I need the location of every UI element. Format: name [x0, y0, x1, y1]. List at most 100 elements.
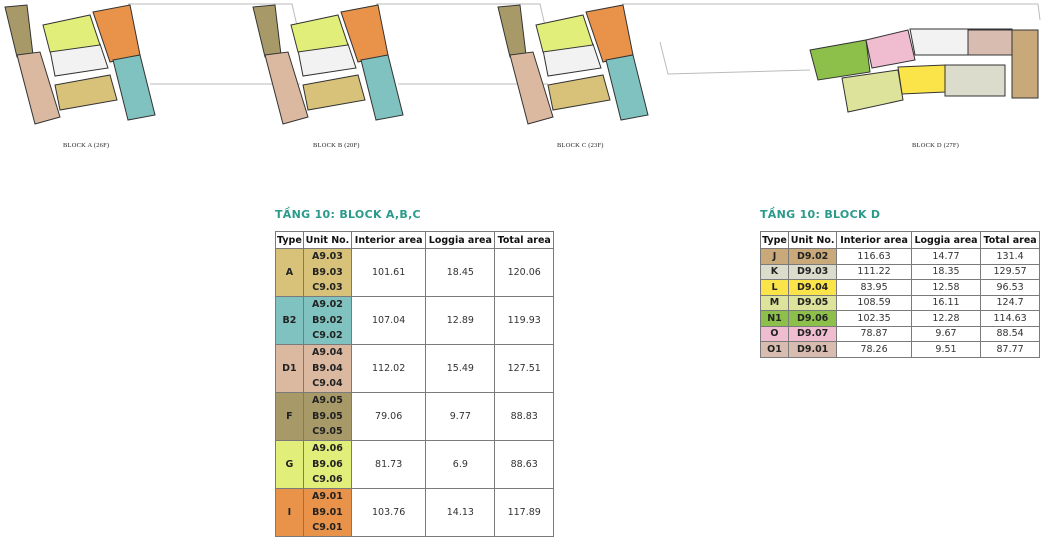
column-header: Unit No. [302, 231, 353, 249]
table-row: B2 A9.02 B9.02 C9.02 107.04 12.89 119.93 [275, 296, 554, 345]
unit-cell: D9.05 [787, 294, 838, 311]
unit-o [865, 29, 916, 69]
interior-area-cell: 116.63 [836, 248, 912, 265]
unit-number: C9.05 [312, 426, 343, 438]
unit-number: B9.02 [312, 314, 343, 326]
unit-f [497, 4, 527, 58]
connector-line [622, 3, 1041, 21]
unit-n1 [809, 39, 871, 81]
total-area-cell: 131.4 [980, 248, 1040, 265]
interior-area-cell: 102.35 [836, 310, 912, 327]
type-cell: G [275, 440, 304, 489]
interior-area-cell: 78.26 [836, 341, 912, 358]
column-header: Interior area [836, 231, 912, 249]
total-area-cell: 87.77 [980, 341, 1040, 358]
loggia-area-cell: 9.77 [425, 392, 496, 441]
column-header: Loggia area [425, 231, 496, 249]
unit-number: A9.05 [312, 395, 343, 407]
unit-number: C9.03 [312, 282, 343, 294]
type-cell: A [275, 248, 304, 297]
unit-f [252, 4, 282, 58]
total-area-cell: 117.89 [494, 488, 554, 537]
type-cell: F [275, 392, 304, 441]
unit-g [290, 14, 349, 53]
interior-area-cell: 101.61 [351, 248, 427, 297]
unit-number: A9.02 [312, 299, 343, 311]
connector-line [128, 3, 299, 31]
block-b-label: BLOCK B (20F) [313, 142, 360, 149]
unit-number: B9.05 [312, 410, 343, 422]
unit-number: C9.06 [312, 474, 343, 486]
type-cell: O [760, 325, 789, 342]
unit-f [4, 4, 34, 58]
unit-number: B9.01 [312, 506, 343, 518]
unit-g [535, 14, 594, 53]
unit-cell: A9.01 B9.01 C9.01 [302, 488, 353, 537]
type-cell: I [275, 488, 304, 537]
unit-cell: A9.02 B9.02 C9.02 [302, 296, 353, 345]
interior-area-cell: 108.59 [836, 294, 912, 311]
loggia-area-cell: 14.13 [425, 488, 496, 537]
unit-cell: A9.06 B9.06 C9.06 [302, 440, 353, 489]
total-area-cell: 114.63 [980, 310, 1040, 327]
total-area-cell: 124.7 [980, 294, 1040, 311]
table-abc-title: TẦNG 10: BLOCK A,B,C [275, 208, 421, 221]
loggia-area-cell: 16.11 [910, 294, 982, 311]
floor-plans [4, 3, 1041, 125]
table-d-title: TẦNG 10: BLOCK D [760, 208, 881, 221]
table-row: A A9.03 B9.03 C9.03 101.61 18.45 120.06 [275, 248, 554, 297]
total-area-cell: 119.93 [494, 296, 554, 345]
total-area-cell: 96.53 [980, 279, 1040, 296]
column-header: Type [760, 231, 789, 249]
unit-area-table-abc: Type Unit No. Interior area Loggia area Tota… [275, 231, 554, 537]
table-row: L D9.04 83.95 12.58 96.53 [760, 279, 1040, 296]
unit-cell: D9.06 [787, 310, 838, 327]
unit-m [841, 69, 904, 113]
type-cell: B2 [275, 296, 304, 345]
loggia-area-cell: 6.9 [425, 440, 496, 489]
unit-b2 [112, 54, 156, 121]
interior-area-cell: 83.95 [836, 279, 912, 296]
unit-number: C9.02 [312, 330, 343, 342]
interior-area-cell: 107.04 [351, 296, 427, 345]
unit-j [1011, 29, 1039, 99]
unit-number: B9.03 [312, 266, 343, 278]
unit-cell: A9.05 B9.05 C9.05 [302, 392, 353, 441]
interior-area-cell: 112.02 [351, 344, 427, 393]
type-cell: K [760, 263, 789, 280]
unit-area-table-d: Type Unit No. Interior area Loggia area Tota… [760, 231, 1040, 358]
table-row: F A9.05 B9.05 C9.05 79.06 9.77 88.83 [275, 392, 554, 441]
unit-cell: D9.03 [787, 263, 838, 280]
connector-line [659, 41, 811, 75]
total-area-cell: 88.63 [494, 440, 554, 489]
column-header: Loggia area [910, 231, 982, 249]
type-cell: O1 [760, 341, 789, 358]
table-row: K D9.03 111.22 18.35 129.57 [760, 263, 1040, 280]
unit-number: A9.03 [312, 251, 343, 263]
unit-number: A9.01 [312, 491, 343, 503]
unit-cell: D9.07 [787, 325, 838, 342]
unit-o1 [967, 29, 1013, 56]
interior-area-cell: 103.76 [351, 488, 427, 537]
total-area-cell: 120.06 [494, 248, 554, 297]
unit-b2 [360, 54, 404, 121]
interior-area-cell: 79.06 [351, 392, 427, 441]
total-area-cell: 129.57 [980, 263, 1040, 280]
unit-a [302, 74, 366, 111]
table-row: M D9.05 108.59 16.11 124.7 [760, 294, 1040, 311]
unit-number: B9.06 [312, 458, 343, 470]
unit-d1 [16, 51, 61, 125]
unit-l [897, 64, 946, 95]
table-row: N1 D9.06 102.35 12.28 114.63 [760, 310, 1040, 327]
block-a-label: BLOCK A (26F) [63, 142, 110, 149]
unit-cell: A9.03 B9.03 C9.03 [302, 248, 353, 297]
loggia-area-cell: 9.51 [910, 341, 982, 358]
column-header: Interior area [351, 231, 427, 249]
unit-a [54, 74, 118, 111]
total-area-cell: 127.51 [494, 344, 554, 393]
block-c-label: BLOCK C (23F) [557, 142, 604, 149]
interior-area-cell: 78.87 [836, 325, 912, 342]
unit-cell: D9.04 [787, 279, 838, 296]
unit-number: C9.01 [312, 522, 343, 534]
unit-b2 [605, 54, 649, 121]
